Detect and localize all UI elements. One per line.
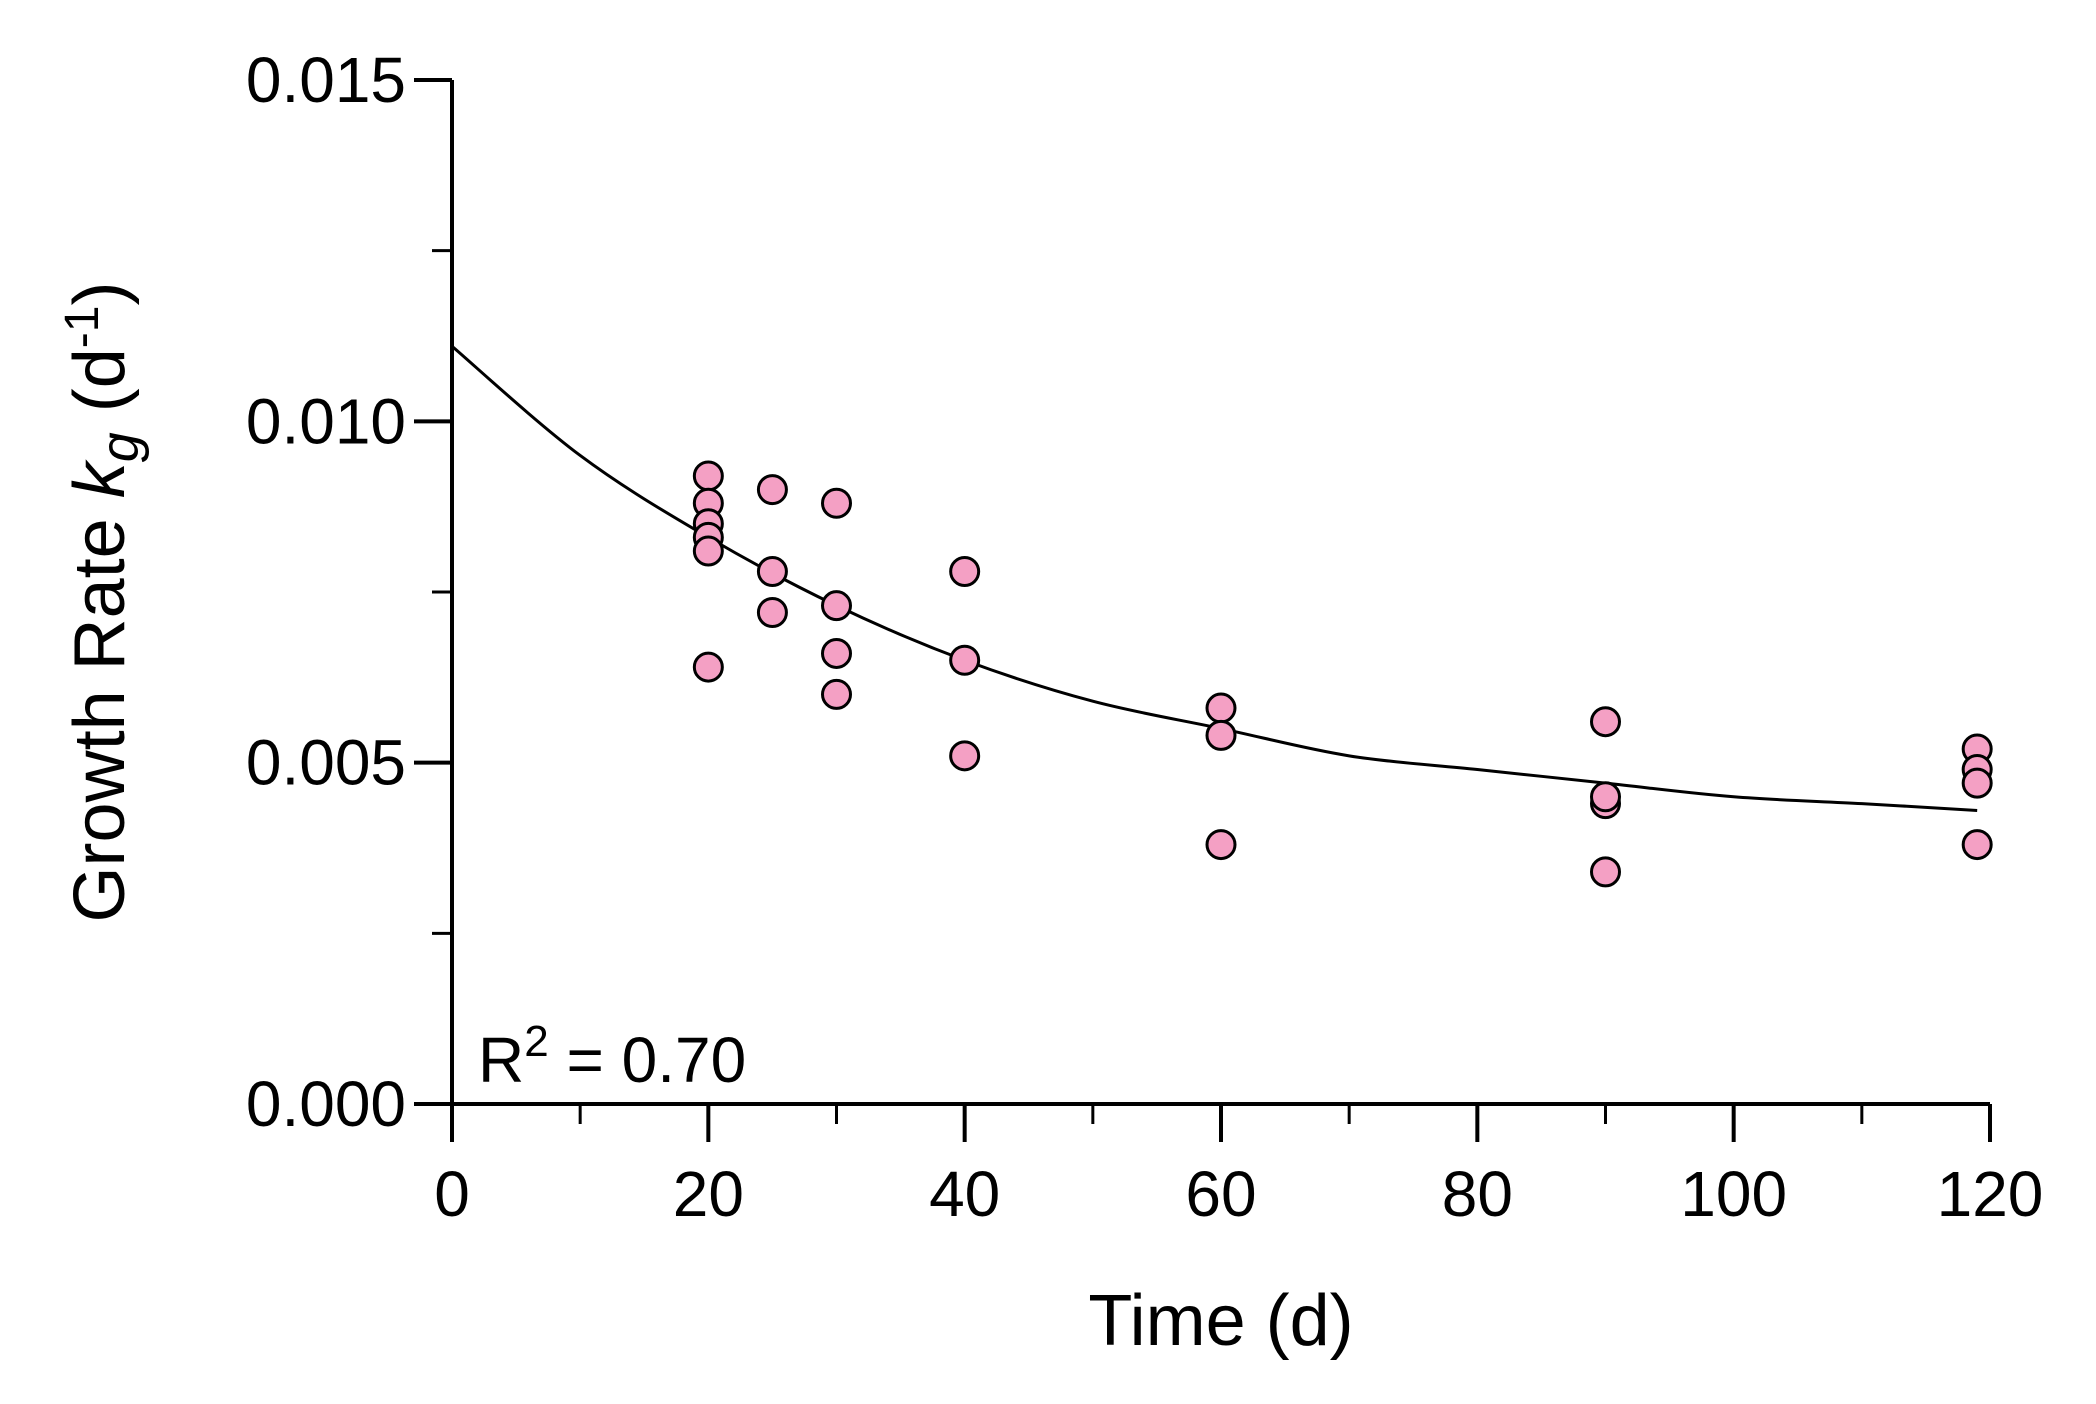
x-tick-label: 100	[1680, 1158, 1787, 1230]
data-point	[1205, 829, 1237, 861]
data-point	[949, 740, 981, 772]
r-squared-value: = 0.70	[549, 1024, 747, 1096]
data-point	[821, 678, 852, 710]
data-point	[692, 651, 724, 683]
data-point	[949, 556, 981, 588]
data-point	[1961, 767, 1993, 799]
y-axis-title-unit-open: (d	[60, 348, 140, 432]
x-tick-label: 120	[1937, 1158, 2044, 1230]
data-point	[1590, 856, 1621, 888]
y-tick-label: 0.000	[246, 1068, 406, 1140]
y-axis-title-unit-superscript: -1	[56, 306, 109, 349]
data-point	[756, 556, 788, 588]
data-points	[692, 460, 1993, 888]
data-point	[692, 460, 724, 492]
r-squared-annotation: R2 = 0.70	[478, 1017, 746, 1096]
x-tick-label: 0	[434, 1158, 470, 1230]
x-tick-label: 40	[929, 1158, 1000, 1230]
x-tick-label: 20	[673, 1158, 744, 1230]
r-squared-superscript: 2	[524, 1017, 548, 1066]
y-axis-title-symbol-subscript: g	[90, 432, 150, 462]
data-point	[1205, 719, 1237, 751]
data-point	[821, 487, 852, 519]
data-point	[1590, 706, 1621, 738]
tick-marks	[414, 78, 1992, 1142]
y-tick-label: 0.010	[246, 385, 406, 457]
y-tick-label: 0.005	[246, 727, 406, 799]
data-point	[821, 637, 852, 669]
data-point	[692, 535, 724, 567]
data-point	[756, 596, 788, 628]
x-axis-title: Time (d)	[1088, 1281, 1353, 1361]
x-tick-label: 60	[1185, 1158, 1256, 1230]
y-axis-title-unit-close: )	[60, 282, 140, 306]
x-tick-label: 80	[1442, 1158, 1513, 1230]
data-point	[949, 644, 981, 676]
data-point	[756, 474, 788, 506]
y-axis-title-prefix: Growth Rate	[60, 498, 140, 922]
data-point	[1205, 692, 1237, 724]
y-axis-title: Growth Rate kg (d-1)	[56, 282, 150, 923]
y-axis-title-symbol: k	[60, 458, 140, 498]
data-point	[1961, 829, 1993, 861]
r-squared-base: R	[478, 1024, 524, 1096]
data-point	[1590, 781, 1621, 813]
y-tick-label: 0.015	[246, 44, 406, 116]
data-point	[821, 590, 852, 622]
axes	[450, 80, 1990, 1106]
